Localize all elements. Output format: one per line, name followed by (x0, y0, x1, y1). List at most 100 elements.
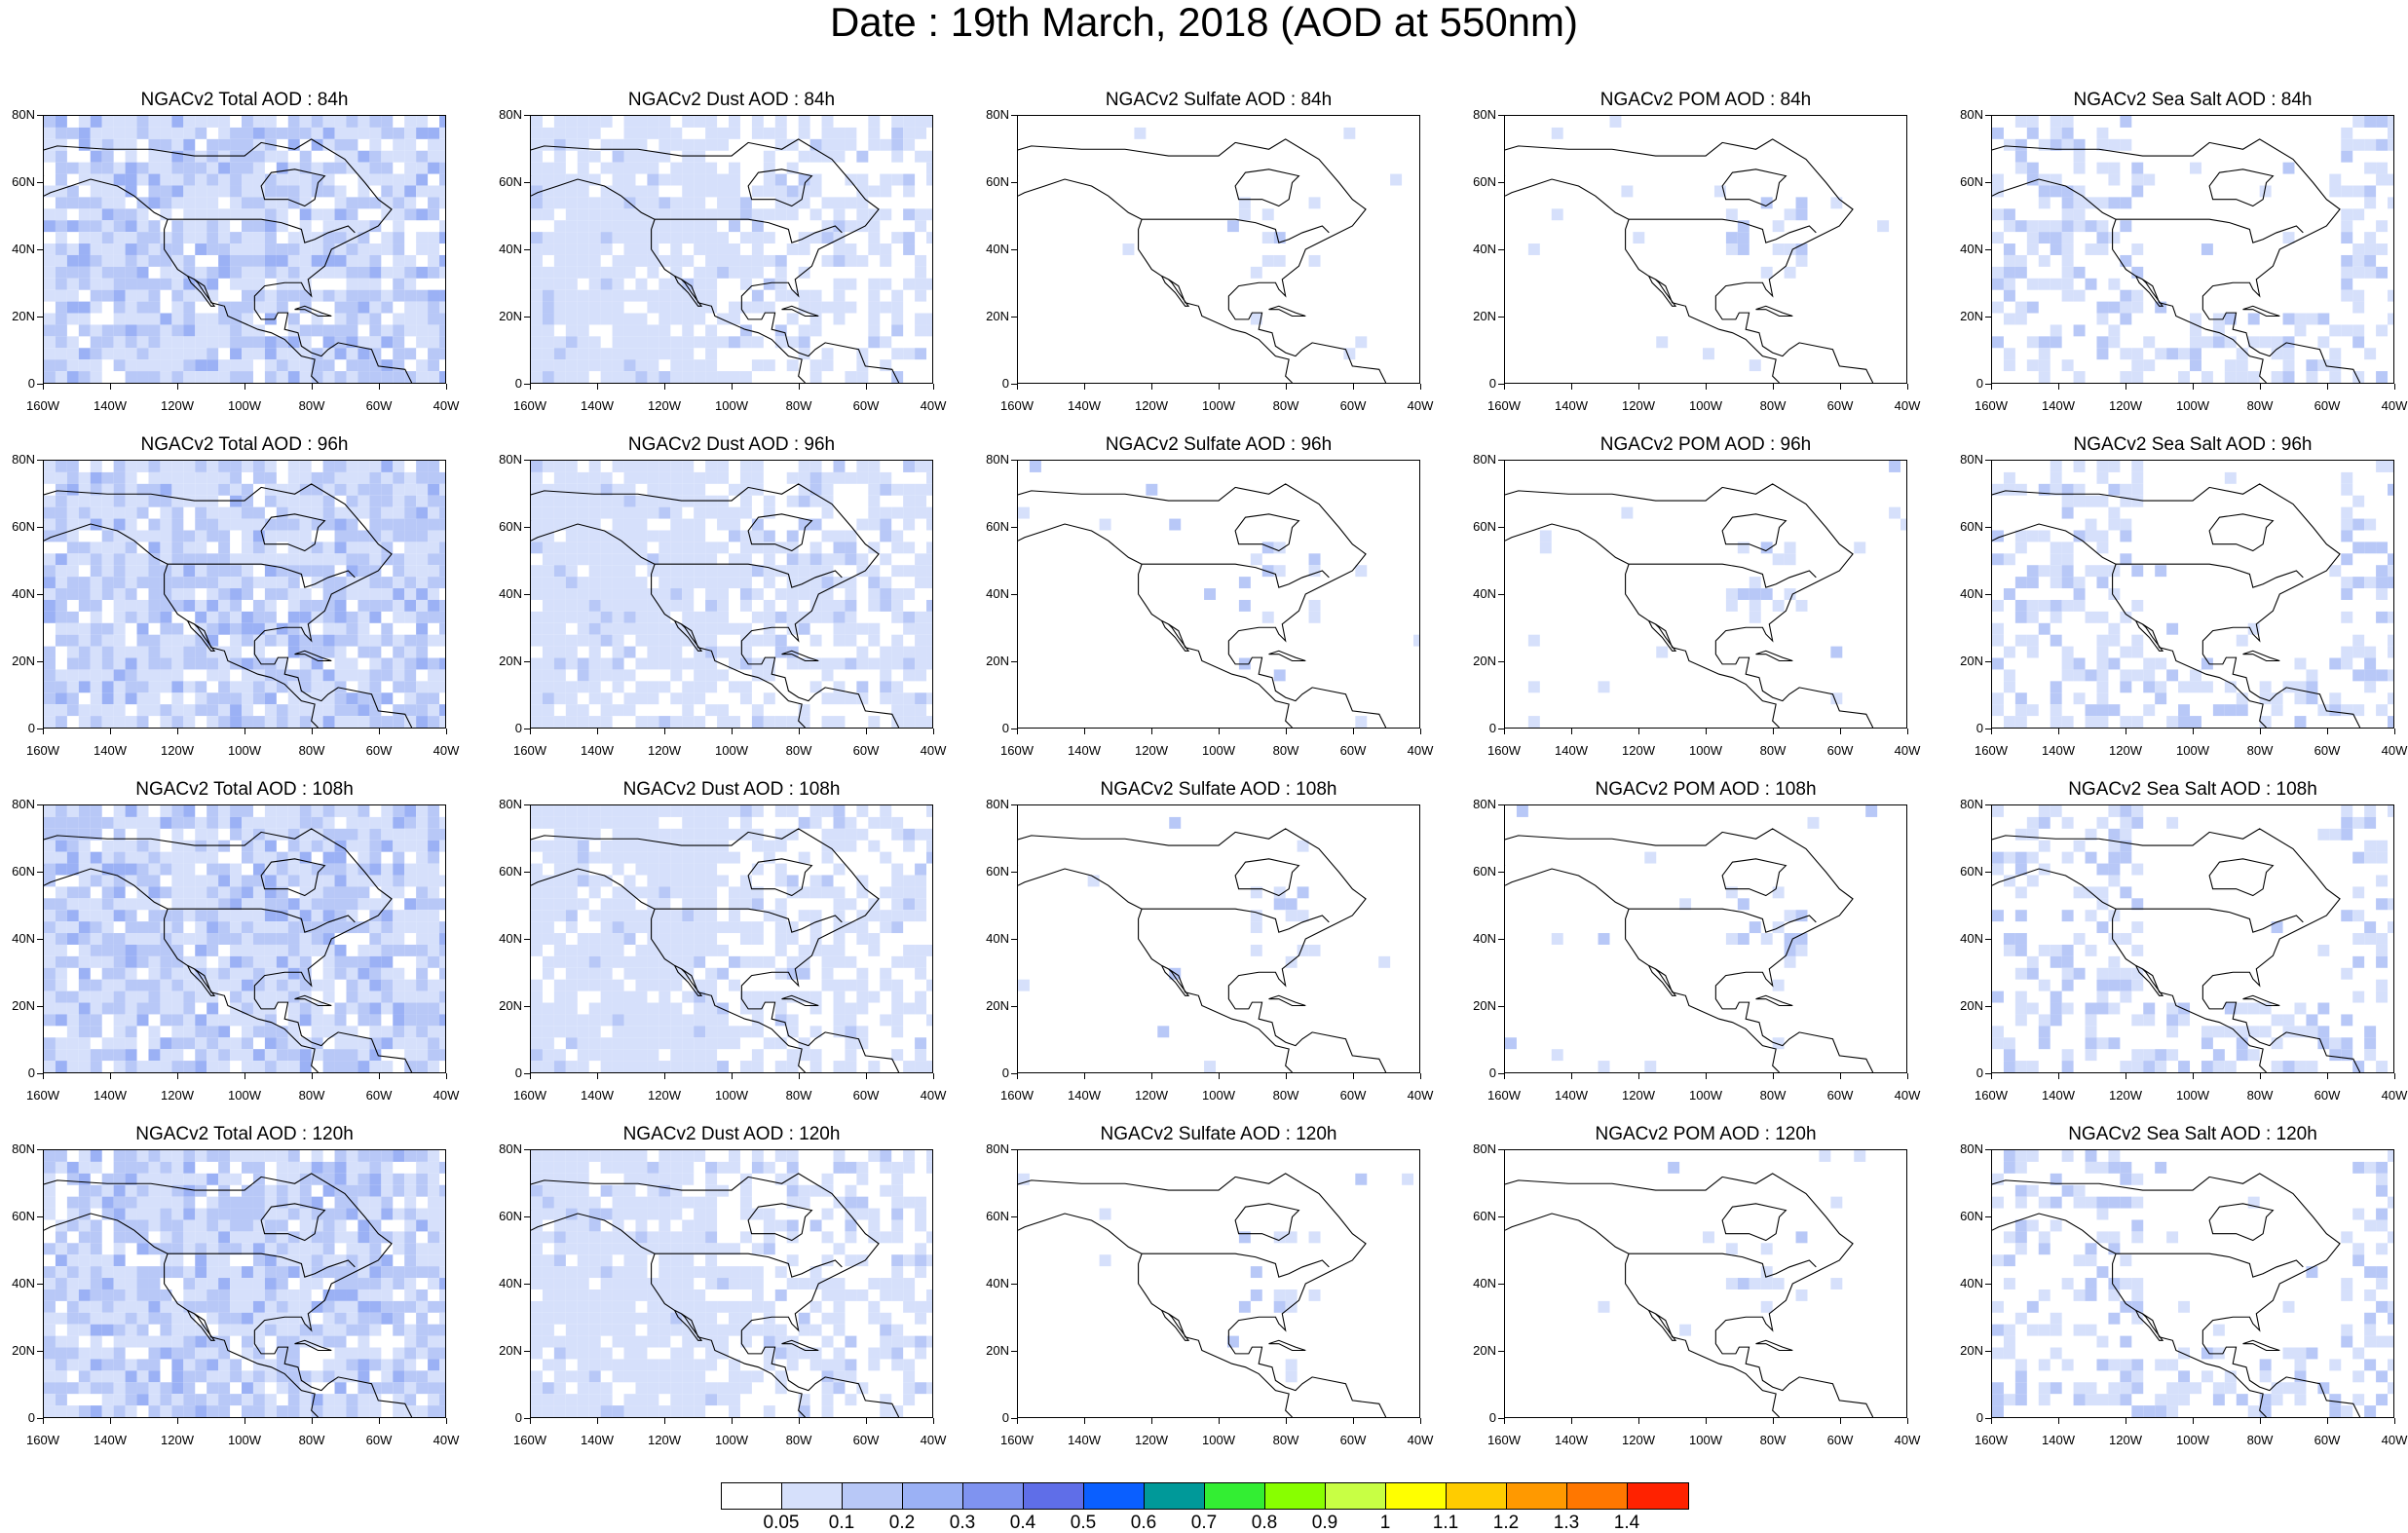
aod-cell (148, 634, 161, 647)
aod-cell (856, 371, 869, 383)
aod-cell (2341, 506, 2353, 519)
aod-cell (2061, 1002, 2074, 1015)
aod-cell (428, 716, 440, 728)
aod-cell (369, 530, 382, 542)
coastline (531, 828, 900, 1072)
aod-cell (2376, 851, 2389, 864)
lon-tick (732, 384, 733, 390)
aod-cell (299, 289, 312, 302)
aod-cell (357, 991, 370, 1003)
aod-cell (90, 138, 102, 151)
aod-cell (416, 991, 429, 1003)
aod-cell (868, 185, 881, 198)
aod-cell (299, 805, 312, 817)
aod-cell (171, 471, 184, 484)
aod-cell (66, 127, 79, 139)
lon-tick (1638, 729, 1639, 734)
aod-cell (369, 955, 382, 968)
aod-cell (357, 828, 370, 841)
aod-cell (2050, 278, 2062, 290)
aod-cell (416, 588, 429, 600)
aod-cell (2352, 138, 2365, 151)
aod-cell (125, 840, 137, 852)
aod-cell (786, 553, 799, 566)
aod-cell (428, 506, 440, 519)
aod-cell (66, 506, 79, 519)
aod-cell (44, 588, 56, 600)
aod-cell (346, 828, 358, 841)
aod-cell (2085, 530, 2097, 542)
aod-cell (90, 301, 102, 314)
aod-cell (670, 530, 683, 542)
aod-cell (171, 599, 184, 612)
aod-cell (2038, 565, 2051, 578)
aod-cell (346, 910, 358, 922)
aod-cell (381, 577, 394, 589)
aod-cell (705, 611, 718, 623)
lat-tick (1985, 317, 1991, 318)
aod-cell (66, 348, 79, 360)
aod-cell (845, 828, 857, 841)
aod-cell (542, 704, 554, 717)
aod-cell (90, 185, 102, 198)
aod-cell (113, 910, 126, 922)
panel-title: NGACv2 Sea Salt AOD : 108h (2068, 779, 2317, 800)
aod-cell (635, 553, 648, 566)
aod-cell (334, 266, 347, 279)
aod-cell (845, 127, 857, 139)
aod-cell (542, 348, 554, 360)
aod-cell (891, 138, 904, 151)
aod-cell (553, 266, 566, 279)
aod-cell (682, 138, 695, 151)
aod-cell (171, 851, 184, 864)
aod-cell (2376, 611, 2389, 623)
aod-cell (670, 208, 683, 221)
aod-cell (531, 518, 543, 531)
aod-cell (531, 289, 543, 302)
aod-cell (404, 716, 417, 728)
aod-cell (2352, 495, 2365, 507)
aod-cell (369, 313, 382, 325)
aod-cell (926, 461, 932, 472)
aod-cell (647, 863, 659, 876)
aod-cell (113, 886, 126, 899)
aod-cell (252, 910, 265, 922)
aod-cell (612, 359, 624, 372)
aod-cell (565, 185, 578, 198)
aod-cell (531, 336, 543, 349)
aod-cell (242, 921, 253, 934)
aod-cell (2201, 243, 2213, 255)
aod-cell (553, 542, 566, 554)
aod-cell (705, 208, 718, 221)
aod-cell (90, 692, 102, 705)
aod-cell (404, 692, 417, 705)
aod-cell (55, 371, 67, 383)
aod-cell (2388, 483, 2393, 496)
aod-cell (763, 840, 775, 852)
aod-cell (66, 220, 79, 233)
aod-cell (2376, 669, 2389, 682)
lat-tick-label: 20N (499, 654, 522, 668)
aod-cell (299, 955, 312, 968)
lon-tick-label: 80W (298, 398, 325, 413)
aod-cell (148, 955, 161, 968)
aod-cell (833, 254, 846, 267)
lon-tick-label: 40W (1894, 398, 1921, 413)
aod-cell (531, 278, 543, 290)
aod-cell (705, 185, 718, 198)
aod-cell (623, 324, 636, 337)
lat-tick-label: 40N (12, 586, 35, 601)
aod-cell (148, 301, 161, 314)
lon-tick-label: 160W (26, 1088, 59, 1103)
lon-tick-label: 60W (1826, 398, 1854, 413)
aod-cell (577, 681, 589, 693)
aod-cell (612, 461, 624, 472)
aod-cell (2026, 646, 2039, 658)
aod-cell (287, 1002, 300, 1015)
aod-cell (44, 116, 56, 128)
aod-cell (1784, 542, 1796, 554)
aod-cell (66, 1026, 79, 1038)
aod-cell (78, 266, 91, 279)
aod-cell (763, 669, 775, 682)
aod-cell (856, 979, 869, 991)
